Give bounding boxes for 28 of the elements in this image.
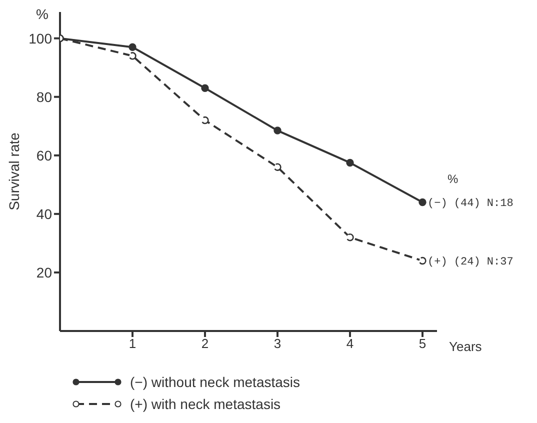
point: [346, 158, 354, 167]
legend-label: (−) without neck metastasis: [130, 374, 300, 390]
point: [346, 234, 354, 242]
point: [274, 163, 282, 171]
annotation: (−) (44) N:18: [428, 198, 514, 210]
x-tick-label: 2: [201, 336, 209, 352]
legend-label: (+) with neck metastasis: [130, 396, 281, 412]
y-tick-label: 20: [36, 264, 52, 280]
point: [418, 198, 426, 206]
x-tick-label: 4: [346, 336, 354, 352]
point: [128, 52, 136, 60]
point: [128, 43, 136, 51]
y-axis-title: Survival rate: [6, 132, 22, 210]
y-tick-label: 100: [28, 30, 52, 46]
x-tick-label: 5: [418, 336, 426, 352]
text: %: [448, 172, 458, 186]
y-tick-label: 80: [36, 88, 52, 105]
point: [418, 256, 426, 265]
point: [274, 126, 282, 134]
annotation: (+) (24) N:37: [428, 256, 514, 269]
point: [201, 84, 209, 92]
text: %: [36, 6, 48, 22]
y-tick-label: 60: [36, 147, 52, 164]
point: [201, 116, 209, 124]
x-tick-label: 1: [128, 336, 136, 352]
y-tick-label: 40: [36, 206, 52, 222]
x-tick-label: 3: [274, 336, 282, 352]
x-axis-title: Years: [449, 339, 482, 354]
